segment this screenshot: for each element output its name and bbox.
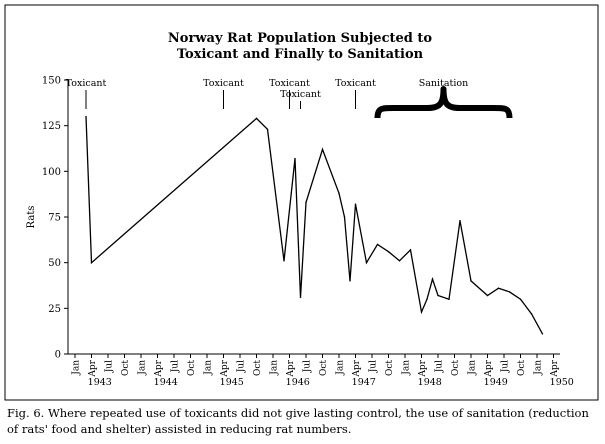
- y-axis-label: Rats: [26, 206, 37, 229]
- year-label-3: 1946: [286, 377, 310, 388]
- series-line-0: [85, 116, 544, 335]
- x-tick-label-8: Jan: [204, 360, 214, 376]
- y-tick-label-4: 100: [42, 167, 61, 178]
- data-point-15: [387, 251, 390, 253]
- data-point-7: [305, 201, 307, 204]
- year-label-1: 1944: [154, 377, 178, 388]
- data-point-6: [299, 296, 302, 299]
- data-point-27: [508, 291, 511, 293]
- x-tick-label-0: Jan: [72, 360, 82, 376]
- x-tick-label-5: Apr: [154, 359, 164, 377]
- toxicant-label-1: Toxicant: [203, 78, 244, 89]
- figure-caption: Fig. 6. Where repeated use of toxicants …: [7, 406, 589, 436]
- year-label-0: 1943: [88, 377, 112, 388]
- data-point-8: [321, 148, 324, 151]
- data-point-11: [349, 280, 351, 282]
- data-point-20: [431, 278, 434, 280]
- x-tick-label-11: Oct: [253, 360, 263, 376]
- x-tick-label-1: Apr: [88, 359, 98, 377]
- data-point-22: [448, 298, 450, 300]
- data-point-18: [420, 311, 423, 313]
- data-point-23: [459, 219, 461, 222]
- x-tick-label-13: Apr: [286, 359, 296, 377]
- data-point-16: [398, 260, 401, 262]
- x-tick-label-28: Jan: [534, 360, 544, 376]
- toxicant-label-3: Toxicant: [280, 89, 321, 100]
- x-tick-label-15: Oct: [319, 360, 329, 376]
- x-tick-label-3: Oct: [121, 360, 131, 376]
- y-tick-label-1: 25: [48, 304, 61, 315]
- x-tick-label-2: Jul: [105, 360, 115, 373]
- x-tick-label-16: Jan: [336, 360, 346, 376]
- x-tick-label-24: Jan: [468, 360, 478, 376]
- data-point-14: [376, 243, 379, 246]
- y-tick-label-6: 150: [42, 76, 61, 87]
- data-point-1: [90, 261, 93, 264]
- data-point-10: [343, 216, 346, 218]
- x-tick-label-19: Oct: [385, 360, 395, 376]
- data-point-25: [486, 294, 489, 297]
- x-tick-label-4: Jan: [138, 360, 148, 376]
- y-ticks: 0 25 50 75 100 125 150: [42, 76, 68, 361]
- data-point-5: [294, 157, 296, 160]
- data-point-26: [497, 287, 500, 289]
- series-line: [85, 115, 544, 335]
- data-point-4: [283, 260, 285, 262]
- data-point-30: [541, 333, 544, 335]
- data-point-2: [255, 117, 258, 120]
- x-tick-label-23: Oct: [451, 360, 461, 376]
- toxicant-label-2: Toxicant: [269, 78, 310, 89]
- x-tick-label-9: Apr: [220, 359, 230, 377]
- sanitation-brace: [374, 86, 513, 119]
- x-tick-label-21: Apr: [418, 359, 428, 377]
- data-point-9: [338, 192, 340, 194]
- data-point-13: [365, 261, 368, 264]
- y-tick-label-0: 0: [55, 350, 61, 361]
- data-point-19: [426, 298, 428, 300]
- year-label-4: 1947: [352, 377, 376, 388]
- chart-title-line1: Norway Rat Population Subjected to: [168, 31, 432, 46]
- x-tick-label-18: Jul: [369, 360, 379, 373]
- y-tick-label-3: 75: [48, 213, 61, 224]
- y-tick-label-2: 50: [48, 258, 61, 269]
- x-tick-label-29: Apr: [550, 359, 560, 377]
- x-tick-label-10: Jul: [237, 360, 247, 373]
- data-point-3: [266, 128, 269, 131]
- x-tick-label-6: Jul: [171, 360, 181, 373]
- data-point-0: [85, 115, 87, 118]
- x-tick-label-14: Jul: [303, 360, 313, 373]
- chart-title-line2: Toxicant and Finally to Sanitation: [177, 47, 424, 62]
- year-label-5: 1948: [418, 377, 442, 388]
- data-point-29: [530, 313, 533, 315]
- x-tick-label-17: Apr: [352, 359, 362, 377]
- sanitation-label: Sanitation: [419, 78, 469, 89]
- data-point-12: [354, 203, 357, 205]
- data-point-24: [470, 280, 472, 282]
- year-label-6: 1949: [484, 377, 508, 388]
- x-tick-label-7: Oct: [187, 360, 197, 376]
- x-tick-label-27: Oct: [517, 360, 527, 376]
- data-point-17: [409, 249, 412, 251]
- sanitation-annotation: Sanitation: [374, 78, 513, 119]
- data-point-21: [437, 294, 439, 297]
- x-tick-label-25: Apr: [484, 359, 494, 377]
- y-tick-label-5: 125: [42, 121, 61, 132]
- figure-frame: [4, 4, 599, 401]
- year-labels: 1943 1944 1945 1946 1947 1948 1949 1950: [88, 377, 574, 388]
- x-ticks: Jan Apr Jul Oct Jan Apr Jul Oct Jan Apr Jul Oct Jan A…: [72, 354, 560, 378]
- year-label-2: 1945: [220, 377, 244, 388]
- toxicant-label-0: Toxicant: [66, 78, 107, 89]
- toxicant-label-4: Toxicant: [335, 78, 376, 89]
- year-label-7: 1950: [550, 377, 574, 388]
- x-tick-label-20: Jan: [402, 360, 412, 376]
- x-tick-label-12: Jan: [270, 360, 280, 376]
- x-tick-label-26: Jul: [501, 360, 511, 373]
- x-tick-label-22: Jul: [435, 360, 445, 373]
- data-point-28: [519, 298, 522, 300]
